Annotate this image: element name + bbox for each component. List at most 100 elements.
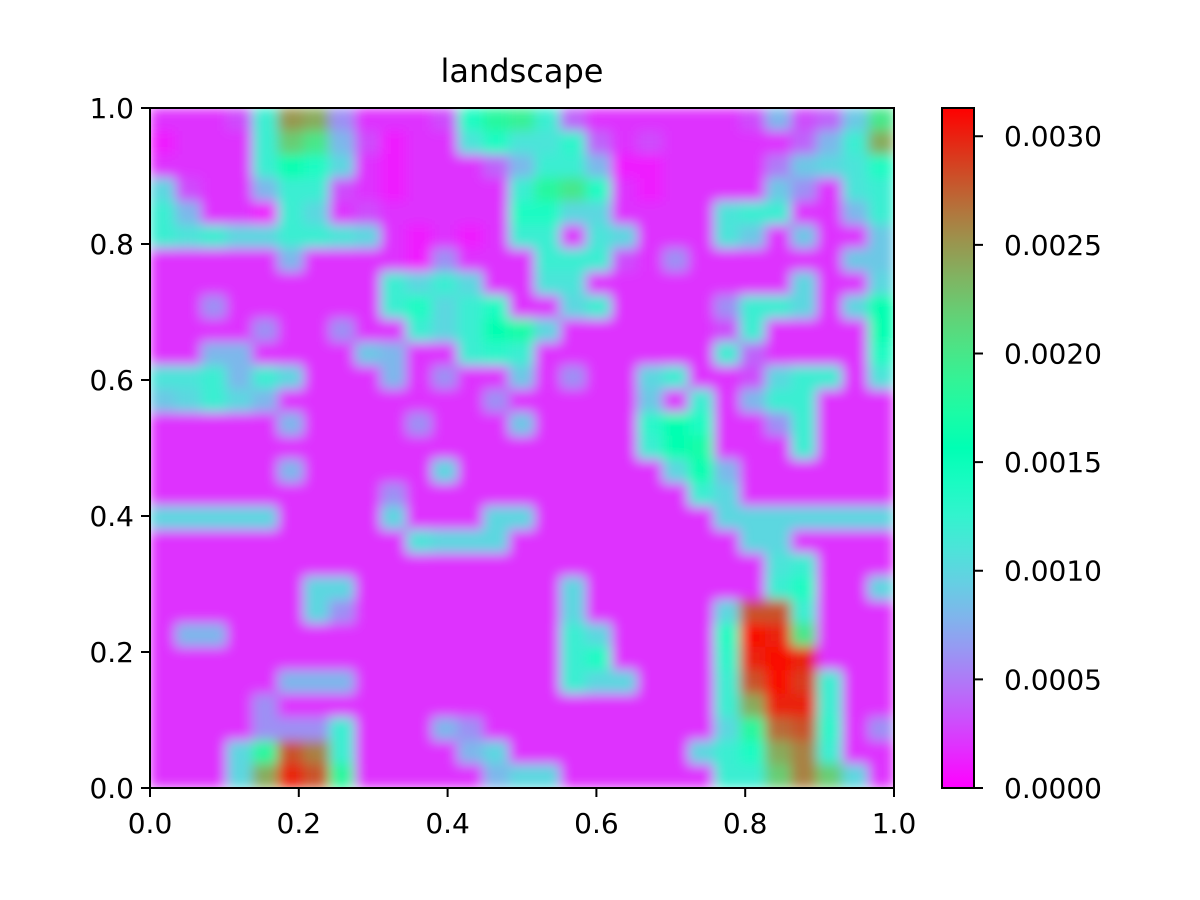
heatmap-cell bbox=[175, 271, 202, 297]
heatmap-cell bbox=[790, 365, 818, 390]
heatmap-cell bbox=[867, 623, 894, 648]
heatmap-cell bbox=[354, 341, 382, 367]
heatmap-cell bbox=[406, 341, 433, 367]
heatmap-cell bbox=[380, 599, 408, 625]
heatmap-cell bbox=[816, 576, 844, 601]
heatmap-cell bbox=[354, 271, 382, 297]
heatmap-cell bbox=[380, 646, 408, 672]
heatmap-cell bbox=[585, 271, 613, 297]
heatmap-cell bbox=[252, 130, 279, 156]
heatmap-cell bbox=[380, 717, 408, 742]
heatmap-cell bbox=[559, 295, 587, 320]
heatmap-cell bbox=[765, 740, 792, 766]
heatmap-cell bbox=[406, 224, 433, 250]
heatmap-cell bbox=[483, 341, 510, 367]
heatmap-cell bbox=[329, 341, 356, 367]
heatmap-cell bbox=[150, 201, 177, 226]
heatmap-cell bbox=[226, 295, 254, 320]
heatmap-cell bbox=[790, 295, 818, 320]
heatmap-cell bbox=[636, 717, 664, 742]
heatmap-cell bbox=[483, 740, 510, 766]
heatmap-cell bbox=[534, 506, 561, 531]
heatmap-cell bbox=[354, 623, 382, 648]
heatmap-cell bbox=[739, 108, 767, 132]
heatmap-cell bbox=[483, 295, 510, 320]
heatmap-cell bbox=[559, 412, 587, 437]
heatmap-cell bbox=[175, 576, 202, 601]
heatmap-cell bbox=[431, 717, 459, 742]
heatmap-cell bbox=[739, 717, 767, 742]
heatmap-cell bbox=[303, 482, 331, 508]
heatmap-cell bbox=[354, 506, 382, 531]
heatmap-cell bbox=[431, 693, 459, 719]
heatmap-cell bbox=[688, 764, 715, 788]
heatmap-cell bbox=[380, 108, 408, 132]
heatmap-cell bbox=[303, 248, 331, 273]
heatmap-cell bbox=[380, 388, 408, 414]
heatmap-cell bbox=[790, 412, 818, 437]
heatmap-cell bbox=[739, 248, 767, 273]
heatmap-cell bbox=[175, 553, 202, 578]
heatmap-cell bbox=[175, 482, 202, 508]
heatmap-cell bbox=[431, 388, 459, 414]
heatmap-cell bbox=[303, 459, 331, 484]
heatmap-cell bbox=[636, 201, 664, 226]
heatmap-cell bbox=[200, 576, 228, 601]
heatmap-cell bbox=[175, 435, 202, 461]
heatmap-cell bbox=[867, 717, 894, 742]
heatmap-cell bbox=[406, 623, 433, 648]
heatmap-cell bbox=[636, 576, 664, 601]
heatmap-cell bbox=[277, 576, 305, 601]
heatmap-cell bbox=[662, 365, 690, 390]
heatmap-cell bbox=[252, 529, 279, 555]
heatmap-cell bbox=[457, 365, 485, 390]
heatmap-cell bbox=[867, 130, 894, 156]
heatmap-cell bbox=[867, 693, 894, 719]
heatmap-cell bbox=[150, 670, 177, 695]
heatmap-cell bbox=[252, 295, 279, 320]
heatmap-cell bbox=[688, 623, 715, 648]
heatmap-cell bbox=[790, 130, 818, 156]
heatmap-cell bbox=[406, 108, 433, 132]
heatmap-cell bbox=[175, 670, 202, 695]
heatmap-cell bbox=[252, 717, 279, 742]
heatmap-cell bbox=[790, 318, 818, 343]
heatmap-cell bbox=[508, 177, 536, 203]
heatmap-cell bbox=[200, 248, 228, 273]
heatmap-cell bbox=[611, 412, 638, 437]
heatmap-cell bbox=[636, 388, 664, 414]
heatmap-cell bbox=[713, 154, 741, 179]
heatmap-cell bbox=[662, 388, 690, 414]
heatmap-cell bbox=[534, 341, 561, 367]
heatmap-cell bbox=[380, 740, 408, 766]
heatmap-cell bbox=[842, 717, 869, 742]
heatmap-cell bbox=[842, 388, 869, 414]
heatmap-cell bbox=[150, 482, 177, 508]
heatmap-cell bbox=[713, 693, 741, 719]
heatmap-cell bbox=[585, 154, 613, 179]
heatmap-cell bbox=[713, 646, 741, 672]
heatmap-cell bbox=[765, 271, 792, 297]
heatmap-cell bbox=[150, 130, 177, 156]
heatmap-cell bbox=[816, 740, 844, 766]
heatmap-cell bbox=[585, 599, 613, 625]
heatmap-cell bbox=[200, 764, 228, 788]
heatmap-cell bbox=[277, 177, 305, 203]
heatmap-cell bbox=[406, 412, 433, 437]
heatmap-cell bbox=[380, 271, 408, 297]
heatmap-cell bbox=[559, 318, 587, 343]
y-axis: 0.0 0.2 0.4 0.6 0.8 1.0 bbox=[89, 92, 150, 805]
heatmap-cell bbox=[175, 412, 202, 437]
heatmap-cell bbox=[688, 248, 715, 273]
heatmap-cell bbox=[559, 130, 587, 156]
heatmap-cell bbox=[200, 341, 228, 367]
heatmap-cell bbox=[534, 529, 561, 555]
heatmap-cell bbox=[406, 529, 433, 555]
heatmap-cell bbox=[303, 599, 331, 625]
heatmap-cell bbox=[790, 177, 818, 203]
heatmap-cell bbox=[816, 717, 844, 742]
heatmap-cell bbox=[842, 271, 869, 297]
heatmap-cell bbox=[380, 341, 408, 367]
heatmap-cell bbox=[483, 623, 510, 648]
heatmap-cell bbox=[662, 341, 690, 367]
